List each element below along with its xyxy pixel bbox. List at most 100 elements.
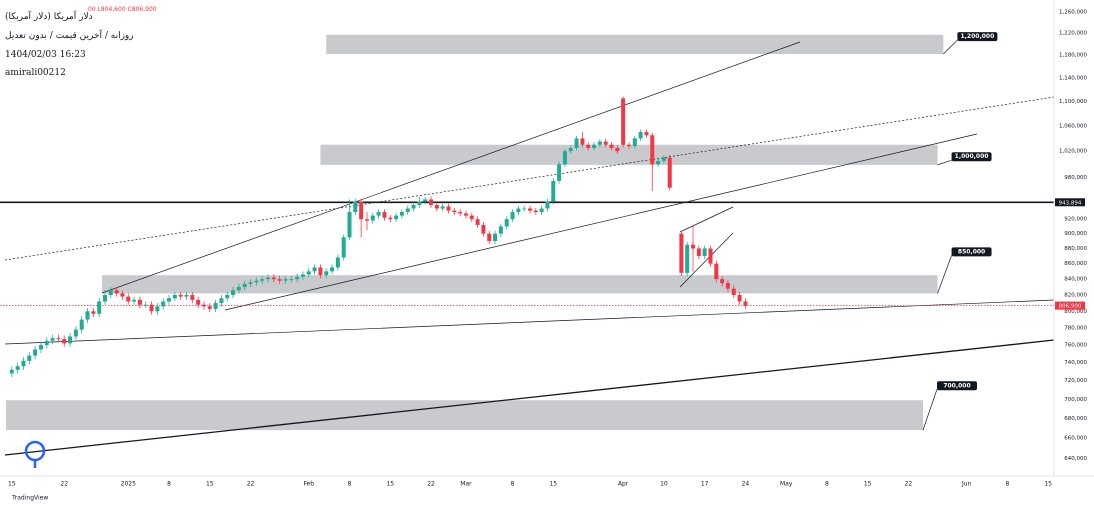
candle-body	[644, 132, 649, 136]
zone-connector	[943, 39, 958, 55]
zone-connector	[937, 255, 952, 294]
candle-body	[132, 299, 137, 302]
candle-body	[562, 151, 567, 165]
candle-body	[44, 340, 49, 346]
candle-body	[266, 277, 270, 280]
y-tick-label: 800,000	[1064, 309, 1087, 315]
price-marker	[1055, 198, 1085, 207]
candle-body	[685, 244, 690, 273]
candle-body	[91, 311, 96, 314]
x-tick-label: 17	[701, 481, 709, 488]
candle-body	[737, 295, 742, 302]
settings: روزانه / آخرین قیمت / بدون تعدیل	[5, 31, 134, 41]
y-tick-label: 1,180,000	[1059, 53, 1087, 59]
x-tick-label: 15	[206, 481, 214, 488]
trend-line	[101, 41, 801, 294]
x-tick-label: 15	[8, 481, 16, 488]
y-tick-label: 760,000	[1064, 343, 1087, 349]
y-tick-label: 920,000	[1064, 217, 1087, 223]
ohlc: 00 L804,600 C806,900	[88, 6, 157, 13]
zone-label-box	[951, 247, 992, 257]
x-tick-label: 22	[905, 481, 913, 488]
candle-body	[225, 295, 230, 299]
candle-body	[667, 157, 672, 188]
y-tick-label: 820,000	[1064, 293, 1087, 299]
candle-body	[370, 215, 375, 221]
candle-body	[702, 248, 707, 257]
candle-body	[50, 338, 55, 341]
price-marker-label: 943,894	[1059, 200, 1082, 206]
candle-body	[638, 132, 643, 139]
candle-body	[341, 237, 346, 258]
y-tick-label: 980,000	[1064, 175, 1087, 181]
y-tick-label: 700,000	[1064, 397, 1087, 403]
candle-body	[201, 304, 206, 307]
candle-body	[38, 345, 43, 350]
x-tick-label: 8	[348, 481, 352, 488]
candle-body	[300, 274, 305, 277]
candle-body	[97, 301, 102, 314]
candle-body	[510, 212, 515, 220]
candle-body	[178, 295, 183, 297]
candle-body	[568, 147, 573, 152]
x-tick-label: 15	[1044, 481, 1052, 488]
candle-body	[539, 208, 544, 213]
candle-body	[557, 164, 562, 181]
candle-body	[458, 212, 463, 214]
zone	[320, 144, 938, 165]
candle-body	[650, 135, 655, 165]
candle-body	[696, 248, 701, 257]
candle-body	[429, 199, 434, 206]
candle-body	[725, 283, 730, 289]
y-tick-label: 780,000	[1064, 325, 1087, 331]
candle-body	[394, 215, 399, 220]
trend-line	[4, 339, 1055, 456]
zone-label-box	[937, 381, 977, 391]
x-tick-label: 22	[427, 481, 435, 488]
candle-body	[656, 160, 661, 165]
y-tick-label: 860,000	[1064, 261, 1087, 267]
candle-body	[574, 138, 579, 148]
candle-body	[347, 212, 352, 238]
trend-line	[4, 299, 1055, 345]
candle-body	[417, 201, 422, 206]
candle-body	[306, 271, 311, 275]
candle-body	[615, 147, 620, 152]
candle-body	[522, 208, 527, 210]
y-tick-label: 840,000	[1064, 277, 1087, 283]
candle-body	[114, 290, 119, 294]
y-tick-label: 1,260,000	[1059, 9, 1087, 15]
candle-body	[376, 212, 381, 216]
candle-body	[743, 301, 748, 306]
symbol: دلار آمریکا (دلار آمریکا)	[5, 12, 93, 22]
zone-connector	[922, 389, 938, 431]
candle-body	[283, 279, 288, 281]
y-tick-label: 680,000	[1064, 416, 1087, 422]
candle-body	[27, 355, 32, 361]
candle-body	[440, 206, 445, 209]
x-tick-label: Apr	[618, 481, 629, 488]
candle-body	[592, 144, 597, 148]
candle-body	[21, 360, 26, 367]
x-tick-label: 10	[660, 481, 668, 488]
candle-body	[289, 279, 294, 280]
y-tick-label: 1,140,000	[1059, 75, 1087, 81]
candle-body	[335, 257, 340, 268]
y-tick-label: 1,220,000	[1059, 31, 1087, 37]
candle-body	[73, 329, 78, 337]
candle-body	[56, 338, 61, 340]
candle-body	[149, 304, 154, 312]
candle-body	[248, 282, 253, 284]
candle-body	[597, 141, 602, 145]
candle-body	[312, 267, 317, 272]
candle-body	[137, 299, 142, 305]
zones	[6, 34, 944, 431]
zone-label: 850,000	[958, 248, 985, 255]
trend-line	[679, 232, 734, 288]
y-tick-label: 740,000	[1064, 360, 1087, 366]
candle-body	[62, 339, 67, 344]
candle-body	[533, 210, 538, 213]
y-tick-label: 900,000	[1064, 231, 1087, 237]
